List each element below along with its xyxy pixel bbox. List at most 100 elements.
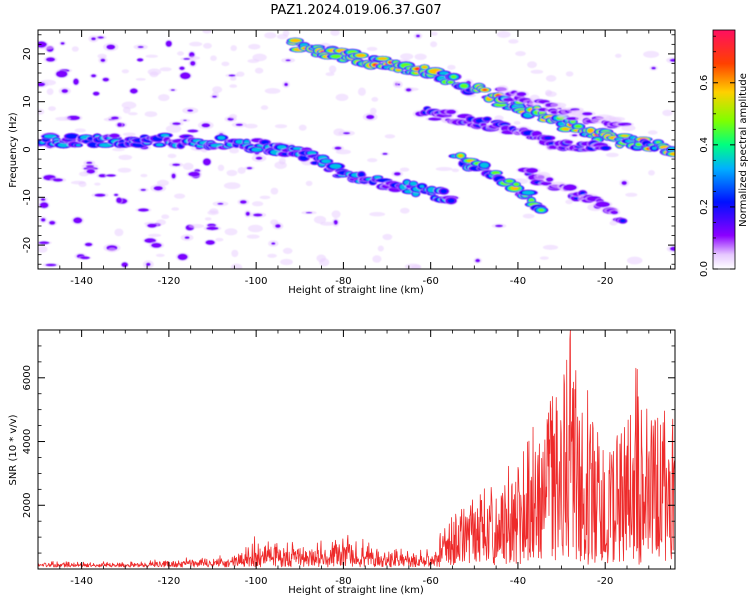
spectrogram-cell [279,157,286,165]
spectrogram-cell [102,77,110,82]
spectrogram-cell [71,46,79,52]
spectrogram-cell [564,140,574,144]
spectrogram-cell [366,114,375,120]
spectrogram-cell [91,37,96,41]
x-tick-label: -140 [70,576,93,587]
spectrogram-cell [135,78,146,81]
spectrogram-cell [662,109,673,117]
spectrogram-cell [539,256,549,260]
figure-title: PAZ1.2024.019.06.37.G07 [270,3,441,18]
spectrogram-cell [61,88,69,94]
spectrogram-cell [482,88,488,91]
spectrogram-cell [226,169,238,177]
colorbar-tick-label: 0.6 [699,75,710,91]
spectrogram-cell [117,167,132,173]
spectrogram-cell [605,152,619,158]
spectrogram-cell [415,34,421,38]
spectrogram-cell [522,190,535,195]
x-tick-label: -20 [597,276,613,287]
spectrogram-cell [229,114,238,119]
spectrogram-cell [246,234,260,239]
spectrogram-cell [144,111,158,117]
snr-ylabel: SNR (10 * v/v) [8,414,19,485]
spectrogram-cell [55,70,68,78]
spectrogram-cell [177,253,188,261]
spectrogram-cell [184,236,190,240]
spectrogram-cell [284,82,289,87]
y-tick-label: 20 [22,48,33,61]
spectrogram-cell [97,36,104,39]
spectrogram-cell [202,30,212,34]
spectrogram-cell [371,97,379,102]
spectrogram-cell [393,172,401,176]
spectrogram-cell [230,263,243,269]
spectrogram-cell [90,74,97,78]
spectrogram-cell [298,124,307,131]
spectrogram-cell [400,207,410,214]
spectrogram-panel: -140 -120 -100 -80 -60 -40 -20 20 10 0 -10 -20 Heig… [8,29,676,296]
spectrogram-cell [159,67,172,72]
spectrogram-cell [333,219,338,225]
x-tick-label: -60 [422,276,438,287]
spectrogram-cell [140,188,147,192]
spectrogram-ylabel: Frequency (Hz) [8,112,19,188]
spectrogram-cell [189,41,203,47]
spectrogram-cell [480,162,489,168]
spectrogram-cell [38,41,47,48]
spectrogram-cell [123,106,131,114]
spectrogram-cell [251,147,262,152]
snr-xlabel: Height of straight line (km) [288,585,424,596]
spectrogram-cell [563,184,577,191]
spectrogram-cell [217,202,224,205]
spectrogram-cell [635,142,642,147]
x-tick-label: -60 [422,576,438,587]
spectrogram-cell [496,31,511,38]
spectrogram-cell [109,133,120,138]
spectrogram-cell [248,43,261,50]
spectrogram-cell [45,263,57,267]
colorbar: 0.0 0.2 0.4 0.6 Normalized spectral amplitu… [699,29,749,277]
spectrogram-cell [400,53,414,60]
spectrogram-cell [410,181,417,186]
spectrogram-cell [52,178,64,182]
spectrogram-cell [431,31,438,36]
spectrogram-cell [615,53,622,58]
spectrogram-cell [367,158,378,163]
spectrogram-cell [430,41,438,48]
spectrogram-cell [235,139,244,144]
spectrogram-cell [270,187,279,195]
spectrogram-cell [113,193,119,197]
spectrogram-cell [515,51,526,57]
spectrogram-cell [558,121,566,127]
spectrogram-cell [574,124,582,129]
spectrogram-cell [231,249,239,258]
spectrogram-cell [60,42,65,45]
spectrogram-cell [571,134,578,137]
spectrogram-cell [158,94,170,102]
spectrogram-cell [114,228,124,237]
spectrogram-cell [330,30,340,36]
spectrogram-cell [264,32,277,39]
spectrogram-cell [330,54,343,59]
spectrogram-cell [177,51,184,56]
spectrogram-cell [165,40,172,47]
spectrogram-cell [121,262,129,268]
spectrogram-cell [236,71,245,77]
spectrogram-cell [45,57,56,62]
spectrogram-cell [378,57,387,60]
spectrogram-cell [179,66,185,71]
spectrogram-cell [112,147,125,152]
spectrogram-cell [153,186,163,191]
spectrogram-cell [100,58,106,63]
spectrogram-cell [447,198,455,204]
y-tick-label: 0 [22,146,33,152]
spectrogram-cell [282,247,293,254]
snr-frame [37,329,676,570]
x-tick-label: -20 [597,576,613,587]
spectrogram-cell [290,38,301,43]
spectrogram-cell [475,258,481,263]
spectrogram-cell [358,172,365,177]
x-tick-label: -80 [335,276,351,287]
spectrogram-cell [651,66,656,70]
spectrogram-cell [73,217,83,224]
